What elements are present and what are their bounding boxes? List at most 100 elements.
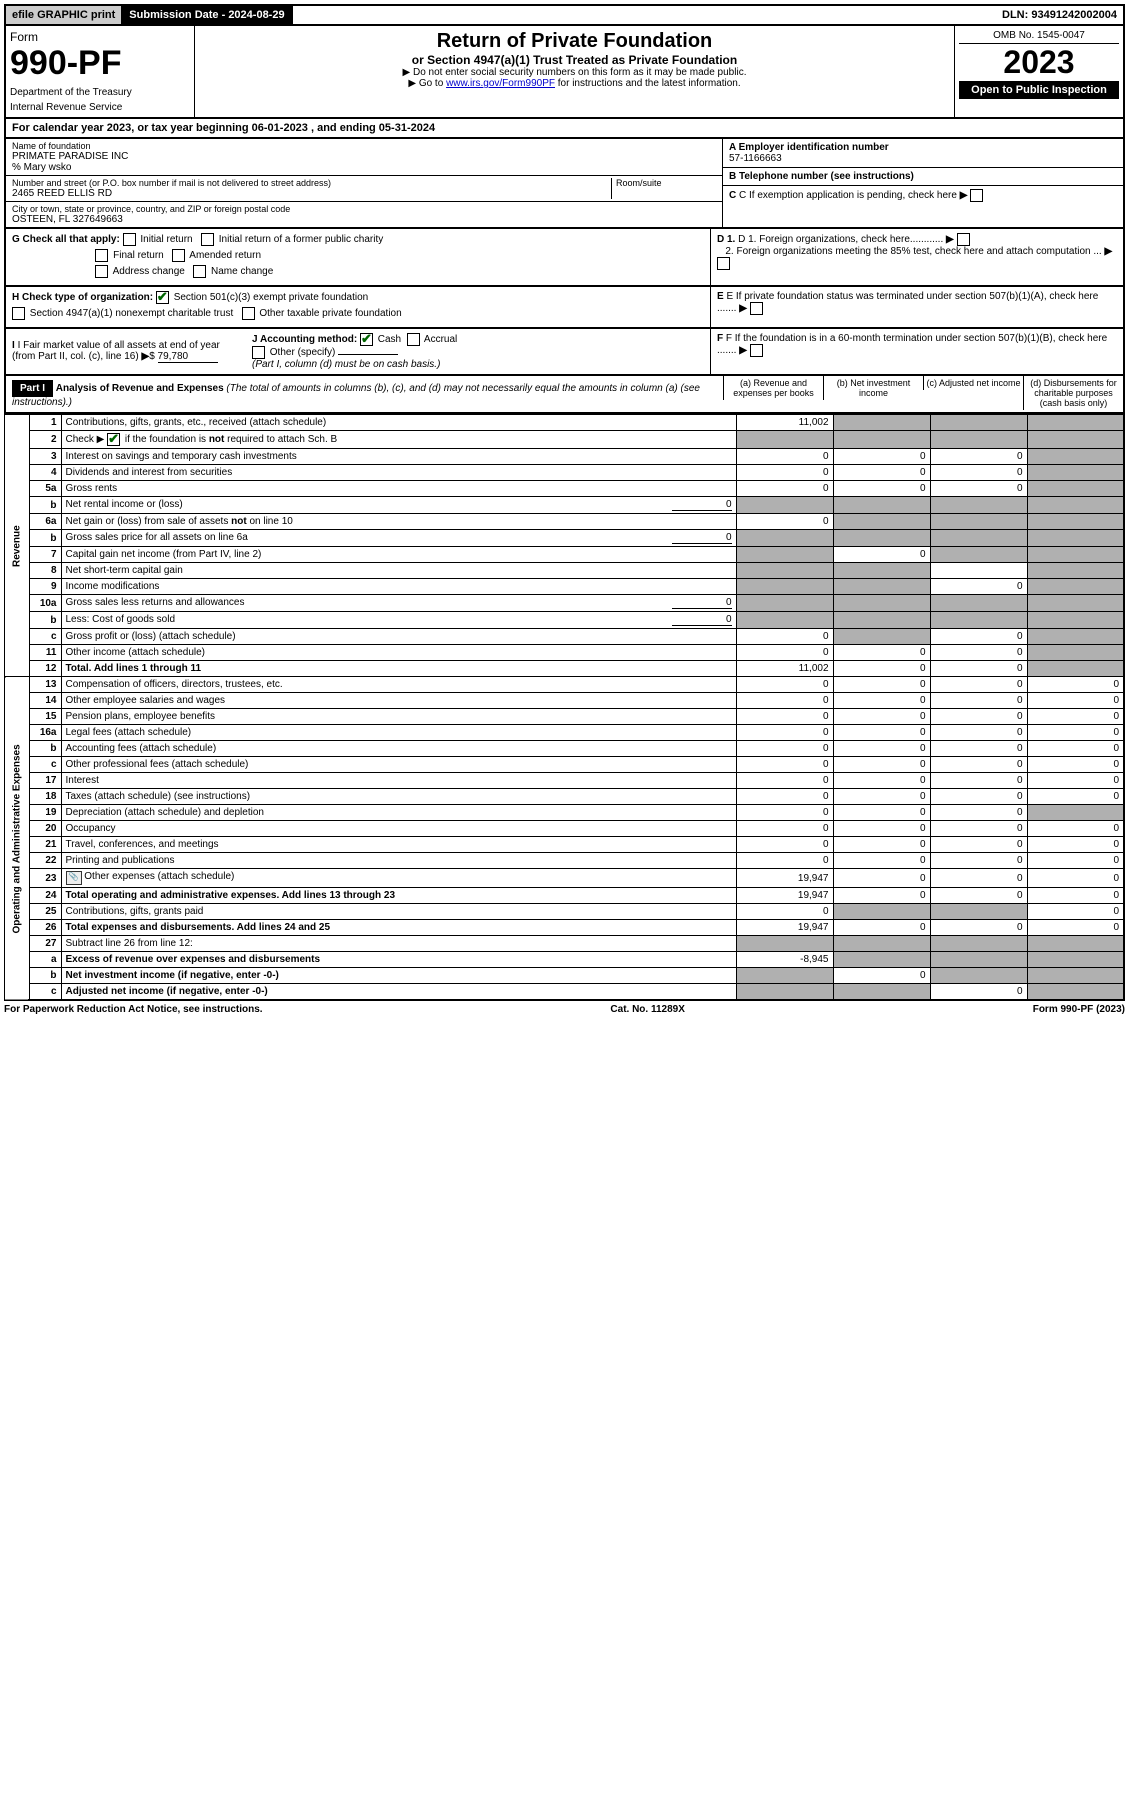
city-label: City or town, state or province, country…: [12, 204, 716, 214]
line-description: Total operating and administrative expen…: [61, 888, 736, 904]
line-description: Other income (attach schedule): [61, 645, 736, 661]
line-number: a: [29, 952, 61, 968]
table-row: 26Total expenses and disbursements. Add …: [5, 920, 1124, 936]
ein-label: A Employer identification number: [729, 142, 889, 153]
value-cell: 0: [1027, 821, 1124, 837]
table-row: bAccounting fees (attach schedule)0000: [5, 741, 1124, 757]
line-description: Net investment income (if negative, ente…: [61, 968, 736, 984]
efile-label[interactable]: efile GRAPHIC print: [6, 6, 123, 24]
j-other-checkbox[interactable]: [252, 346, 265, 359]
value-cell: [833, 936, 930, 952]
value-cell: 0: [930, 920, 1027, 936]
value-cell: 0: [736, 773, 833, 789]
table-row: 19Depreciation (attach schedule) and dep…: [5, 805, 1124, 821]
j-note: (Part I, column (d) must be on cash basi…: [252, 359, 457, 370]
form-link[interactable]: www.irs.gov/Form990PF: [446, 78, 555, 89]
d2-checkbox[interactable]: [717, 257, 730, 270]
g-address-checkbox[interactable]: [95, 265, 108, 278]
table-row: 27Subtract line 26 from line 12:: [5, 936, 1124, 952]
value-cell: 0: [930, 773, 1027, 789]
value-cell: 0: [833, 645, 930, 661]
value-cell: [930, 497, 1027, 514]
value-cell: 0: [1027, 725, 1124, 741]
col-a-header: (a) Revenue and expenses per books: [723, 376, 823, 400]
value-cell: [930, 936, 1027, 952]
line-number: b: [29, 741, 61, 757]
c-checkbox[interactable]: [970, 189, 983, 202]
value-cell: [736, 547, 833, 563]
value-cell: 0: [930, 579, 1027, 595]
h-501c3-checkbox[interactable]: [156, 291, 169, 304]
dept-treasury: Department of the Treasury: [10, 87, 190, 98]
j-opt-0: Cash: [378, 334, 401, 345]
table-row: 15Pension plans, employee benefits0000: [5, 709, 1124, 725]
j-opt-2: Other (specify): [270, 347, 336, 358]
h-other-checkbox[interactable]: [242, 307, 255, 320]
g-amended-checkbox[interactable]: [172, 249, 185, 262]
value-cell: 0: [930, 805, 1027, 821]
value-cell: [1027, 547, 1124, 563]
d2-text: 2. Foreign organizations meeting the 85%…: [725, 246, 1101, 257]
c-label: C If exemption application is pending, c…: [739, 190, 957, 201]
value-cell: [1027, 661, 1124, 677]
line-description: Total expenses and disbursements. Add li…: [61, 920, 736, 936]
g-initial-checkbox[interactable]: [123, 233, 136, 246]
address: 2465 REED ELLIS RD: [12, 188, 601, 199]
d1-checkbox[interactable]: [957, 233, 970, 246]
c-cell: C C If exemption application is pending,…: [723, 186, 1123, 205]
value-cell: 0: [1027, 709, 1124, 725]
value-cell: 0: [736, 904, 833, 920]
city-cell: City or town, state or province, country…: [6, 202, 722, 227]
value-cell: 0: [736, 465, 833, 481]
j-accrual-checkbox[interactable]: [407, 333, 420, 346]
value-cell: 0: [930, 757, 1027, 773]
value-cell: [930, 968, 1027, 984]
line-number: 19: [29, 805, 61, 821]
g-initial-former-checkbox[interactable]: [201, 233, 214, 246]
value-cell: [930, 514, 1027, 530]
value-cell: 0: [833, 547, 930, 563]
value-cell: [736, 595, 833, 612]
value-cell: 0: [833, 661, 930, 677]
f-checkbox[interactable]: [750, 344, 763, 357]
value-cell: 0: [833, 725, 930, 741]
omb-number: OMB No. 1545-0047: [959, 30, 1119, 44]
col-b-header: (b) Net investment income: [823, 376, 923, 400]
value-cell: [833, 530, 930, 547]
line-description: Pension plans, employee benefits: [61, 709, 736, 725]
line-description: Dividends and interest from securities: [61, 465, 736, 481]
value-cell: 0: [1027, 904, 1124, 920]
name-label: Name of foundation: [12, 141, 716, 151]
value-cell: 0: [930, 661, 1027, 677]
h-4947-checkbox[interactable]: [12, 307, 25, 320]
line-number: b: [29, 530, 61, 547]
attachment-icon[interactable]: 📎: [66, 871, 82, 885]
schB-checkbox[interactable]: [107, 433, 120, 446]
line-number: 8: [29, 563, 61, 579]
line-description: Excess of revenue over expenses and disb…: [61, 952, 736, 968]
i-value: 79,780: [158, 351, 218, 363]
line-number: 4: [29, 465, 61, 481]
j-cash-checkbox[interactable]: [360, 333, 373, 346]
table-row: Revenue1Contributions, gifts, grants, et…: [5, 415, 1124, 431]
id-left: Name of foundation PRIMATE PARADISE INC …: [6, 139, 722, 227]
value-cell: 0: [833, 888, 930, 904]
line-description: Check ▶ if the foundation is not require…: [61, 431, 736, 449]
value-cell: -8,945: [736, 952, 833, 968]
g-final-checkbox[interactable]: [95, 249, 108, 262]
value-cell: 19,947: [736, 920, 833, 936]
value-cell: [833, 629, 930, 645]
line-number: 18: [29, 789, 61, 805]
e-checkbox[interactable]: [750, 302, 763, 315]
line-description: Adjusted net income (if negative, enter …: [61, 984, 736, 1001]
value-cell: 19,947: [736, 888, 833, 904]
value-cell: [833, 497, 930, 514]
ein-value: 57-1166663: [729, 153, 782, 164]
footer-left: For Paperwork Reduction Act Notice, see …: [4, 1004, 263, 1015]
value-cell: [1027, 579, 1124, 595]
line-number: 14: [29, 693, 61, 709]
f-block: F F If the foundation is in a 60-month t…: [710, 329, 1123, 374]
value-cell: [1027, 612, 1124, 629]
g-name-checkbox[interactable]: [193, 265, 206, 278]
line-description: Legal fees (attach schedule): [61, 725, 736, 741]
